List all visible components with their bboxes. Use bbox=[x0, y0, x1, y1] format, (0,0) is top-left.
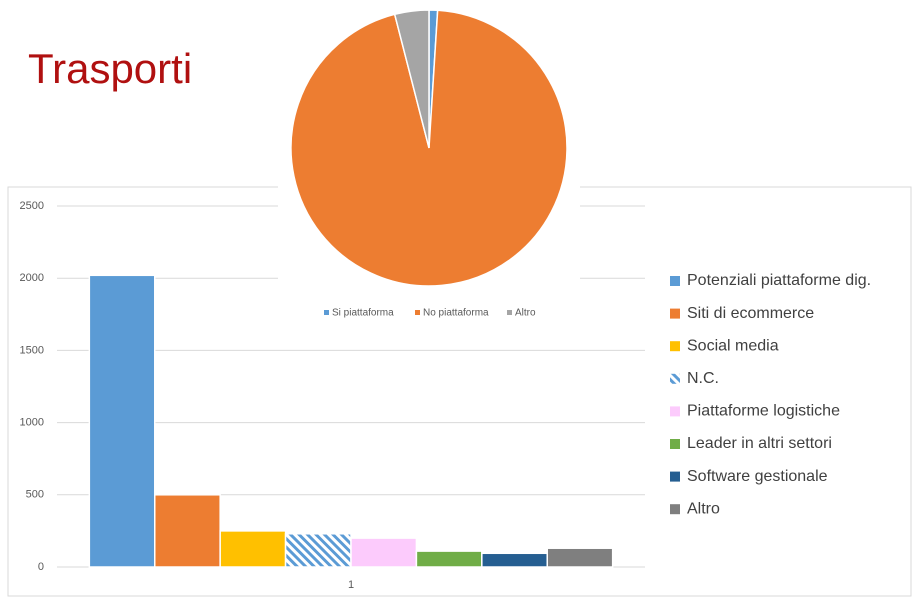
bar bbox=[219, 530, 287, 568]
bar bbox=[154, 494, 221, 568]
legend-label: Software gestionale bbox=[687, 468, 828, 485]
legend-swatch bbox=[670, 406, 680, 417]
legend-label: Piattaforme logistiche bbox=[687, 403, 840, 420]
pie-chart: Si piattaforma No piattaforma Altro bbox=[290, 9, 568, 319]
legend-label: No piattaforma bbox=[423, 308, 489, 319]
legend-swatch bbox=[324, 310, 329, 315]
legend-label: Altro bbox=[687, 500, 720, 517]
legend-swatch bbox=[670, 439, 680, 449]
y-tick-label: 1500 bbox=[20, 344, 44, 356]
bar bbox=[481, 552, 548, 568]
legend-label: N.C. bbox=[687, 370, 719, 387]
legend-swatch bbox=[670, 504, 680, 515]
legend-swatch bbox=[670, 471, 680, 482]
bar bbox=[88, 274, 156, 568]
x-tick-label: 1 bbox=[348, 579, 354, 591]
slide-title: Trasporti bbox=[28, 45, 192, 92]
legend-label: Si piattaforma bbox=[332, 308, 394, 319]
y-tick-label: 2500 bbox=[20, 200, 44, 212]
legend-label: Leader in altri settori bbox=[687, 435, 832, 452]
legend-swatch bbox=[670, 373, 680, 384]
legend-swatch bbox=[670, 308, 680, 319]
legend-label: Siti di ecommerce bbox=[687, 305, 814, 322]
legend-label: Potenziali piattaforme dig. bbox=[687, 272, 871, 289]
y-tick-label: 2000 bbox=[20, 272, 44, 284]
legend-label: Social media bbox=[687, 337, 779, 354]
y-tick-label: 1000 bbox=[20, 417, 44, 429]
bar bbox=[350, 537, 418, 568]
y-tick-label: 0 bbox=[38, 561, 44, 573]
legend-swatch bbox=[670, 276, 680, 286]
legend-label: Altro bbox=[515, 308, 536, 319]
pie-slice bbox=[290, 9, 568, 287]
bar bbox=[415, 550, 483, 568]
bar-chart: 0 500 1000 1500 2000 2500 1 Potenziali piattafo… bbox=[20, 200, 872, 591]
bar bbox=[284, 533, 352, 568]
legend-swatch bbox=[507, 310, 512, 315]
legend-swatch bbox=[415, 310, 420, 315]
y-tick-label: 500 bbox=[26, 489, 44, 501]
bar bbox=[546, 547, 614, 568]
pie-slice bbox=[393, 9, 430, 149]
legend-swatch bbox=[670, 341, 680, 352]
